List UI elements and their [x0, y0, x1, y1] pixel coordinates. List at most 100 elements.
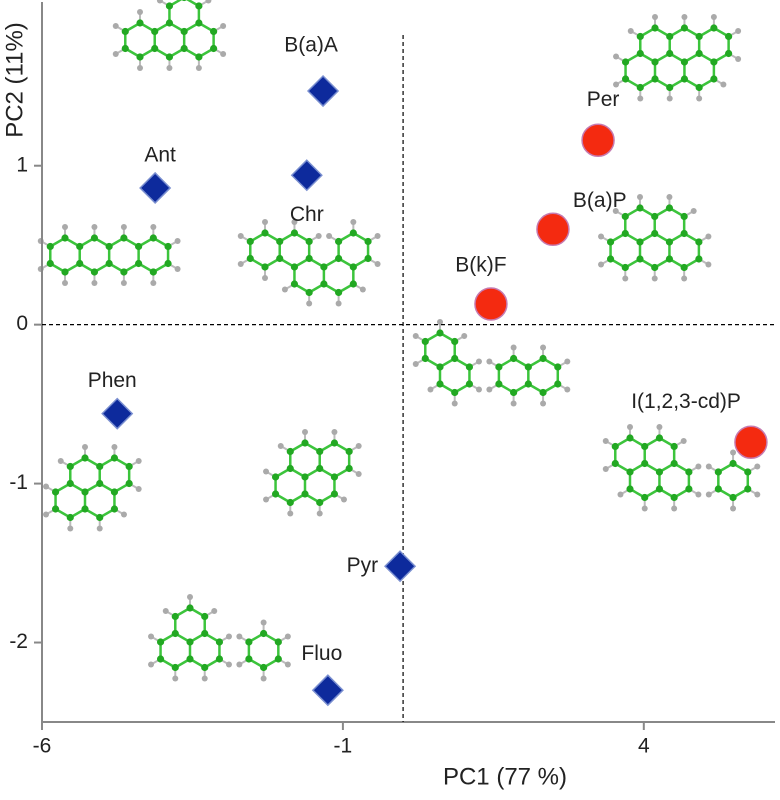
- c-atom: [695, 238, 703, 246]
- c-atom: [171, 629, 179, 638]
- h-atom: [355, 443, 362, 449]
- h-atom: [326, 233, 333, 239]
- c-atom: [290, 263, 299, 271]
- h-atom: [651, 275, 658, 282]
- point: [101, 397, 134, 430]
- c-atom: [665, 238, 674, 246]
- h-atom: [201, 675, 208, 682]
- y-tick-label: 0: [16, 312, 28, 335]
- h-atom: [622, 275, 629, 282]
- h-atom: [486, 358, 493, 365]
- c-atom: [246, 237, 254, 246]
- y-tick-label: 1: [16, 153, 28, 176]
- c-atom: [201, 612, 209, 621]
- point: [139, 171, 172, 205]
- h-atom: [705, 261, 712, 268]
- h-atom: [211, 608, 218, 614]
- point: [290, 159, 323, 192]
- h-atom: [137, 65, 143, 71]
- point-label: Per: [587, 88, 620, 111]
- h-atom: [666, 95, 673, 102]
- point: [536, 212, 570, 247]
- c-atom: [271, 473, 280, 481]
- c-atom: [96, 479, 104, 488]
- c-atom: [136, 19, 144, 27]
- h-atom: [91, 280, 98, 286]
- h-atom: [680, 438, 687, 444]
- c-atom: [110, 488, 119, 496]
- c-atom: [665, 204, 674, 212]
- c-atom: [651, 75, 659, 83]
- h-atom: [720, 81, 727, 88]
- h-atom: [166, 65, 173, 71]
- h-atom: [710, 14, 717, 20]
- h-atom: [564, 386, 571, 393]
- c-atom: [364, 237, 372, 246]
- c-atom: [165, 53, 174, 61]
- h-atom: [112, 51, 119, 57]
- c-atom: [636, 204, 644, 212]
- h-atom: [195, 65, 202, 71]
- h-atom: [57, 458, 64, 464]
- c-atom: [195, 2, 203, 10]
- h-atom: [135, 458, 142, 464]
- c-atom: [181, 0, 187, 2]
- c-atom: [651, 263, 659, 272]
- c-atom: [215, 655, 224, 663]
- h-atom: [627, 28, 634, 34]
- c-atom: [215, 638, 224, 646]
- c-atom: [61, 234, 69, 242]
- c-atom: [171, 612, 179, 621]
- h-atom: [262, 275, 268, 281]
- c-atom: [685, 468, 693, 476]
- c-atom: [260, 663, 268, 672]
- h-atom: [613, 81, 620, 88]
- h-atom: [237, 261, 244, 267]
- c-atom: [260, 629, 268, 638]
- point-label: Pyr: [347, 554, 379, 577]
- c-atom: [165, 19, 174, 27]
- c-atom: [121, 44, 129, 53]
- h-atom: [316, 510, 323, 517]
- h-atom: [475, 358, 482, 365]
- h-atom: [451, 400, 458, 407]
- c-atom: [286, 447, 294, 456]
- c-atom: [201, 629, 209, 638]
- c-atom: [286, 498, 294, 507]
- c-atom: [276, 254, 284, 263]
- c-atom: [680, 24, 689, 32]
- h-atom: [120, 511, 127, 518]
- c-atom: [90, 268, 99, 276]
- h-atom: [263, 468, 270, 475]
- c-atom: [81, 488, 89, 496]
- c-atom: [305, 254, 313, 263]
- c-atom: [451, 337, 459, 346]
- h-atom: [613, 53, 620, 60]
- c-atom: [330, 473, 339, 481]
- h-atom: [284, 661, 291, 668]
- c-atom: [641, 459, 649, 468]
- h-atom: [427, 386, 434, 393]
- point-label: Phen: [88, 369, 137, 392]
- c-atom: [105, 259, 113, 268]
- c-atom: [245, 655, 253, 663]
- c-atom: [744, 485, 752, 493]
- h-atom: [355, 471, 362, 477]
- c-atom: [680, 58, 689, 66]
- c-atom: [451, 388, 459, 397]
- h-atom: [306, 300, 313, 307]
- x-axis-label: PC1 (77 %): [443, 763, 567, 790]
- c-atom: [46, 242, 54, 251]
- c-atom: [274, 655, 282, 663]
- c-atom: [120, 268, 128, 276]
- c-atom: [51, 505, 60, 513]
- h-atom: [602, 438, 609, 444]
- h-atom: [112, 23, 119, 29]
- h-atom: [486, 386, 493, 393]
- point-label: B(k)F: [455, 254, 506, 277]
- c-atom: [316, 498, 324, 507]
- c-atom: [436, 380, 444, 388]
- c-atom: [125, 462, 133, 471]
- c-atom: [156, 655, 165, 663]
- h-atom: [461, 333, 468, 339]
